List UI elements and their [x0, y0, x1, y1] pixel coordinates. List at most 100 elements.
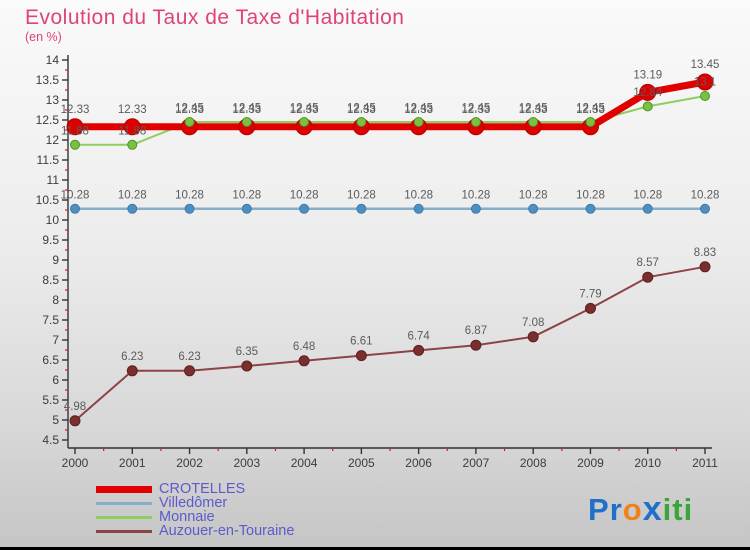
legend-swatch-auzouer [96, 529, 152, 533]
value-label-Villedômer-2007: 10.28 [462, 189, 491, 201]
point-Monnaie-2008 [528, 117, 539, 127]
y-tick-label: 5.5 [42, 393, 59, 407]
series-markers-Monnaie [70, 91, 710, 150]
point-Villedômer-2002 [184, 203, 195, 214]
polyline-CROTELLES [71, 78, 709, 131]
y-tick-label: 7.5 [42, 313, 59, 327]
x-tick-label: 2004 [291, 456, 318, 470]
value-label-CROTELLES-2007: 12.33 [462, 104, 491, 116]
chart-subtitle: (en %) [25, 30, 62, 44]
value-label-Villedômer-2003: 10.28 [232, 189, 261, 201]
value-label-Monnaie-2004: 12.45 [290, 103, 319, 115]
point-Monnaie-2010 [642, 101, 653, 112]
value-label-Monnaie-2003: 12.45 [232, 103, 261, 115]
point-Villedômer-2010 [642, 203, 653, 214]
series-labels-Villedômer: 10.28 10.28 10.28 10.28 10.28 10.28 10.28 10.28… [61, 189, 720, 201]
value-label-Auzouer-en-Touraine-2009: 7.79 [579, 288, 601, 300]
series-line-Auzouer-en-Touraine [74, 265, 706, 422]
point-Villedômer-2009 [585, 203, 596, 214]
y-tick-label: 14 [46, 53, 60, 67]
point-CROTELLES-2000 [66, 118, 84, 136]
legend-swatch-villedomer [96, 501, 152, 505]
y-tick-label: 9.5 [42, 233, 59, 247]
point-Auzouer-en-Touraine-2011 [699, 261, 711, 273]
legend-label: CROTELLES [159, 481, 246, 497]
y-tick-label: 5 [52, 413, 59, 427]
point-Villedômer-2006 [413, 203, 424, 214]
point-Villedômer-2005 [356, 203, 367, 214]
value-label-Monnaie-2006: 12.45 [404, 103, 433, 115]
y-tick-label: 11.5 [37, 153, 60, 167]
point-Auzouer-en-Touraine-2007 [470, 339, 482, 351]
logo-letter: t [672, 492, 684, 527]
x-tick-label: 2006 [405, 456, 432, 470]
value-label-Monnaie-2002: 12.45 [175, 103, 204, 115]
value-label-Monnaie-2005: 12.45 [347, 103, 376, 115]
value-label-Villedômer-2010: 10.28 [633, 189, 662, 201]
series-labels-Monnaie: 11.88 11.88 12.45 12.45 12.45 12.45 12.45 12.45… [61, 77, 716, 138]
x-tick-label: 2005 [348, 456, 375, 470]
logo-letter: i [662, 492, 673, 527]
value-label-Auzouer-en-Touraine-2002: 6.23 [178, 351, 200, 363]
point-Monnaie-2000 [70, 139, 80, 150]
x-tick-label: 2003 [233, 456, 260, 470]
y-tick-label: 10.5 [36, 193, 60, 207]
value-label-Monnaie-2011: 13.1 [694, 77, 716, 89]
value-label-Villedômer-2002: 10.28 [175, 189, 204, 201]
value-label-Auzouer-en-Touraine-2004: 6.48 [293, 341, 315, 353]
value-label-Villedômer-2008: 10.28 [519, 189, 548, 201]
series-line-Monnaie [74, 95, 706, 146]
point-Monnaie-2001 [127, 139, 138, 150]
point-Monnaie-2005 [356, 117, 367, 127]
y-tick-label: 8 [52, 293, 59, 307]
chart-plot-area: 14 13.5 13 12.5 12 11.5 11 10.5 10 9.5 9 8.5 8 7.5 7 6.… [36, 53, 720, 470]
value-label-Auzouer-en-Touraine-2001: 6.23 [121, 351, 143, 363]
value-label-CROTELLES-2001: 12.33 [118, 104, 147, 116]
point-Monnaie-2004 [299, 117, 310, 127]
legend-label: Villedômer [159, 495, 228, 511]
legend-label: Auzouer-en-Touraine [159, 523, 295, 539]
x-tick-label: 2000 [62, 456, 89, 470]
value-label-Monnaie-2000: 11.88 [61, 125, 89, 137]
value-label-Auzouer-en-Touraine-2003: 6.35 [236, 346, 258, 358]
point-Monnaie-2007 [470, 117, 481, 127]
value-label-Villedômer-2009: 10.28 [576, 189, 605, 201]
series-markers-Auzouer-en-Touraine [69, 261, 711, 427]
polyline-Auzouer-en-Touraine [74, 265, 706, 422]
value-label-CROTELLES-2003: 12.33 [232, 104, 261, 116]
point-Monnaie-2003 [241, 117, 252, 127]
value-label-CROTELLES-2010: 13.19 [633, 69, 662, 81]
point-Villedômer-2001 [127, 203, 138, 214]
x-tick-label: 2008 [520, 456, 547, 470]
point-CROTELLES-2011 [696, 73, 714, 91]
legend-item-monnaie: Monnaie [96, 510, 294, 524]
point-Auzouer-en-Touraine-2003 [241, 360, 253, 372]
series-labels-Auzouer-en-Touraine: 4.98 6.23 6.23 6.35 6.48 6.61 6.74 6.87 7.08 7.79… [64, 247, 716, 413]
value-label-Villedômer-2006: 10.28 [404, 189, 433, 201]
series-line-CROTELLES [71, 78, 709, 131]
polyline-Monnaie [74, 95, 706, 146]
point-Villedômer-2000 [70, 203, 80, 214]
point-Villedômer-2004 [299, 203, 310, 214]
legend-swatch-monnaie [96, 515, 152, 519]
x-tick-label: 2011 [692, 456, 718, 470]
value-label-Villedômer-2000: 10.28 [61, 189, 90, 201]
value-label-CROTELLES-2000: 12.33 [61, 104, 90, 116]
value-label-Auzouer-en-Touraine-2008: 7.08 [522, 317, 544, 329]
x-tick-label: 2009 [577, 456, 604, 470]
logo-letter: r [609, 492, 623, 527]
point-Villedômer-2008 [528, 203, 539, 214]
point-Auzouer-en-Touraine-2008 [527, 331, 539, 343]
value-label-Monnaie-2010: 12.84 [633, 87, 662, 99]
y-tick-label: 13.5 [36, 73, 60, 87]
point-CROTELLES-2010 [639, 83, 657, 101]
value-label-CROTELLES-2002: 12.33 [175, 104, 204, 116]
value-label-Monnaie-2009: 12.45 [576, 103, 605, 115]
point-Monnaie-2011 [699, 91, 710, 101]
value-label-Auzouer-en-Touraine-2007: 6.87 [465, 325, 487, 337]
y-tick-label: 6 [52, 373, 59, 387]
y-tick-label: 9 [52, 253, 59, 267]
value-label-CROTELLES-2008: 12.33 [519, 104, 548, 116]
point-Auzouer-en-Touraine-2010 [642, 271, 654, 283]
value-label-CROTELLES-2004: 12.33 [290, 104, 319, 116]
